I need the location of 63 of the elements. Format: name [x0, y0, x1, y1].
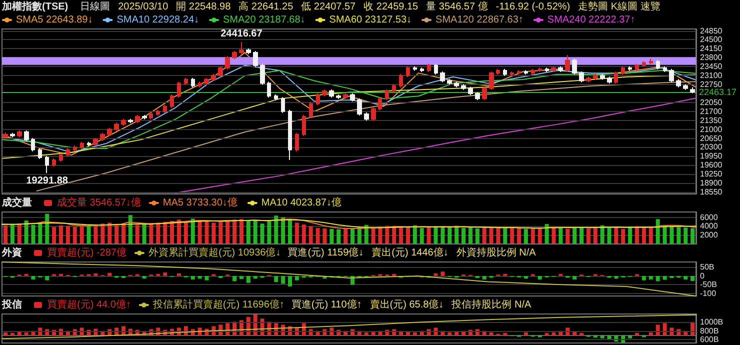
y-tick-label: 2000	[700, 230, 718, 240]
text: 走勢圖 K線圖 速覽	[578, 0, 660, 12]
annotation: 19291.88	[26, 176, 68, 187]
y-tick-label: 0	[700, 271, 705, 280]
legend-label: 投信累計買賣超(元) 11696億↑	[152, 298, 284, 310]
chart-title: 投信	[1, 298, 22, 310]
legend-label: SMA120 22867.63↑	[436, 14, 524, 26]
y-tick-label: 18550	[700, 188, 723, 196]
y-tick-label: 24850	[700, 26, 723, 36]
y-tick-label: 23800	[700, 53, 723, 62]
legend-label: SMA240 22222.37↑	[547, 14, 636, 26]
ref-line-label: 22463.17	[699, 86, 737, 97]
chart-title: 外資	[1, 246, 22, 258]
y-tick-label: 21350	[700, 116, 723, 125]
y-tick-label: 600B	[700, 335, 719, 344]
text: -116.92 (-0.52%)	[496, 2, 570, 12]
text: 高 22641.25	[238, 0, 294, 12]
y-tick-label: 24500	[700, 35, 723, 44]
y-tick-label: 800B	[700, 326, 719, 336]
legend-label: SMA5 22643.89↓	[16, 14, 93, 26]
y-tick-label: 23450	[700, 62, 723, 72]
y-tick-label: 20650	[700, 134, 723, 143]
text: 買進(元) 1159億↓	[288, 246, 364, 258]
y-tick-label: 19250	[700, 170, 723, 179]
legend-label: 外資累計買賣超(元) 10936億↓	[148, 246, 281, 258]
legend-label: 買賣超(元) -287億	[47, 246, 126, 258]
y-tick-label: 23100	[700, 71, 723, 80]
y-tick-label: 21000	[700, 124, 723, 134]
y-tick-label: 22750	[700, 80, 723, 90]
y-tick-label: 24150	[700, 44, 723, 54]
chart-title: 成交量	[1, 196, 32, 208]
text: 投信持股比例 N/A	[450, 298, 532, 310]
text: 低 22407.57	[301, 2, 356, 12]
text: 開 22548.98	[176, 2, 232, 12]
text: 買進(元) 110億↑	[291, 298, 362, 310]
chart-subtitle: 日線圖	[80, 2, 110, 12]
text: 賣出(元) 1446億↓	[372, 246, 448, 258]
legend-label: MA5 3733.30↓億	[162, 196, 238, 208]
text: 外資持股比例 N/A	[456, 246, 536, 258]
y-tick-label: 4000	[700, 222, 718, 231]
legend-label: SMA60 23127.53↓	[329, 14, 412, 26]
y-tick-label: 50B	[700, 262, 714, 272]
y-tick-label: 22050	[700, 98, 723, 107]
y-tick-label: 18900	[700, 178, 723, 188]
text: 收 22459.15	[364, 2, 419, 12]
legend-label: 買賣超(元) 44.0億↑	[47, 298, 131, 310]
y-tick-label: 21700	[700, 106, 723, 116]
y-tick-label: -50B	[700, 280, 717, 290]
y-tick-label: 19950	[700, 152, 723, 161]
y-tick-label: 20300	[700, 142, 723, 152]
text: 賣出(元) 65.8億↓	[370, 298, 444, 310]
y-tick-label: 6000	[700, 212, 718, 222]
y-tick-label: -100	[700, 288, 717, 298]
legend-label: 成交量 3546.57↓億	[57, 196, 141, 208]
legend-label: SMA10 22928.24↓	[116, 14, 199, 26]
annotation: 24416.67	[220, 28, 263, 40]
y-tick-label: 19600	[700, 160, 723, 170]
chart-title: 加權指數(TSE)	[1, 0, 68, 12]
text: 2025/03/10	[118, 2, 169, 12]
text: 量 3546.57 億	[426, 0, 488, 12]
legend-label: SMA20 23187.68↓	[223, 14, 306, 26]
y-tick-label: 1000B	[700, 318, 724, 327]
legend-label: MA10 4023.87↓億	[261, 196, 342, 208]
